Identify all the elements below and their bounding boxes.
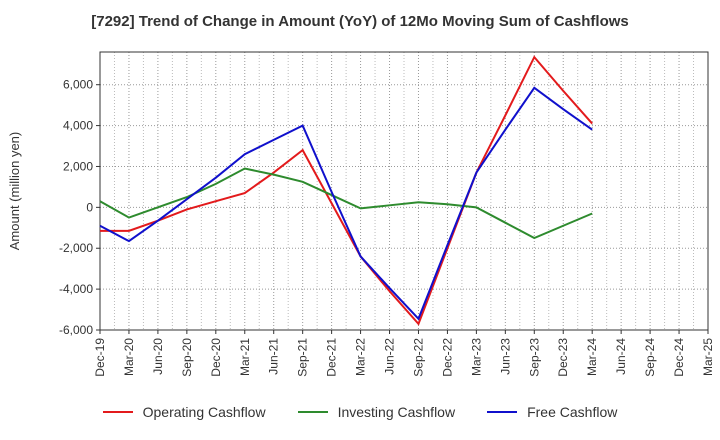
legend-swatch-investing bbox=[297, 411, 328, 413]
x-tick-label: Sep-23 bbox=[527, 338, 541, 377]
x-tick-label: Mar-25 bbox=[701, 338, 715, 376]
x-tick-label: Jun-20 bbox=[151, 338, 165, 375]
x-tick-label: Mar-23 bbox=[469, 338, 483, 376]
legend-item-investing[interactable]: Investing Cashflow bbox=[297, 404, 456, 420]
x-tick-label: Jun-24 bbox=[614, 338, 628, 375]
x-tick-label: Jun-23 bbox=[498, 338, 512, 375]
y-tick-label: -4,000 bbox=[59, 282, 93, 296]
series-line-free-cashflow bbox=[99, 86, 593, 321]
series-line-investing-cashflow bbox=[99, 167, 593, 240]
y-tick-label: -2,000 bbox=[59, 241, 93, 255]
y-tick-label: 6,000 bbox=[63, 78, 93, 92]
series-line-operating-cashflow bbox=[100, 55, 593, 326]
y-axis-label: Amount (million yen) bbox=[7, 132, 22, 251]
y-tick-label: -6,000 bbox=[59, 323, 93, 337]
legend-swatch-operating bbox=[102, 411, 133, 413]
legend-item-operating[interactable]: Operating Cashflow bbox=[102, 404, 266, 420]
x-tick-label: Mar-22 bbox=[354, 338, 368, 376]
y-tick-label: 2,000 bbox=[63, 159, 93, 173]
x-tick-label: Sep-21 bbox=[296, 338, 310, 377]
legend: Operating Cashflow Investing Cashflow Fr… bbox=[0, 404, 720, 420]
x-tick-label: Mar-21 bbox=[238, 338, 252, 376]
x-tick-label: Mar-20 bbox=[122, 338, 136, 376]
x-tick-label: Dec-22 bbox=[440, 338, 454, 377]
x-tick-label: Dec-24 bbox=[672, 338, 686, 377]
legend-label-investing: Investing Cashflow bbox=[337, 404, 456, 420]
x-tick-label: Dec-19 bbox=[93, 338, 107, 377]
x-tick-label: Mar-24 bbox=[585, 338, 599, 376]
x-tick-label: Dec-20 bbox=[209, 338, 223, 377]
y-tick-label: 0 bbox=[86, 200, 93, 214]
legend-swatch-free bbox=[487, 411, 518, 413]
x-tick-label: Sep-20 bbox=[180, 338, 194, 377]
y-tick-label: 4,000 bbox=[63, 119, 93, 133]
x-tick-label: Dec-23 bbox=[556, 338, 570, 377]
legend-label-operating: Operating Cashflow bbox=[142, 404, 266, 420]
x-tick-label: Jun-21 bbox=[267, 338, 281, 375]
x-tick-label: Sep-24 bbox=[643, 338, 657, 377]
x-tick-label: Sep-22 bbox=[411, 338, 425, 377]
x-tick-label: Dec-21 bbox=[325, 338, 339, 377]
chart-title: [7292] Trend of Change in Amount (YoY) o… bbox=[91, 13, 629, 30]
legend-item-free[interactable]: Free Cashflow bbox=[487, 404, 617, 420]
x-tick-label: Jun-22 bbox=[383, 338, 397, 375]
legend-label-free: Free Cashflow bbox=[527, 404, 618, 420]
plot-border bbox=[99, 51, 709, 331]
